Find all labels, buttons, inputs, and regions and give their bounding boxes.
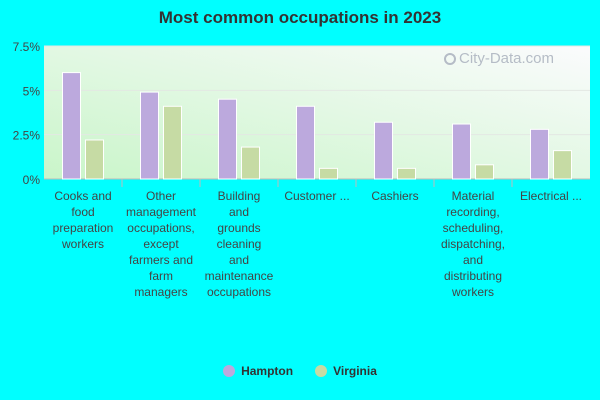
bar-hampton	[530, 128, 549, 180]
x-tick-label: workers	[451, 285, 494, 299]
legend-item-virginia: Virginia	[315, 364, 377, 378]
x-tick-label: Cooks and	[54, 189, 111, 203]
y-tick-label: 0%	[23, 173, 41, 187]
x-tick-label: recording,	[446, 205, 499, 219]
x-tick-label: and	[463, 253, 483, 267]
x-tick-label: grounds	[217, 221, 260, 235]
legend-label-hampton: Hampton	[241, 364, 294, 378]
bar-hampton	[62, 72, 81, 180]
x-tick-label: Electrical ...	[520, 189, 582, 203]
x-tick-label: occupations,	[127, 221, 194, 235]
x-tick-label: Cashiers	[371, 189, 418, 203]
x-tick-label: dispatching,	[441, 237, 505, 251]
y-tick-label: 2.5%	[13, 129, 41, 143]
bar-hampton	[452, 123, 471, 180]
x-tick-label: Customer ...	[284, 189, 349, 203]
watermark-text: City-Data.com	[459, 50, 555, 67]
bar-virginia	[553, 150, 572, 180]
y-tick-label: 5%	[23, 84, 41, 98]
x-tick-label: farm	[149, 269, 173, 283]
x-tick-label: Building	[218, 189, 261, 203]
bar-virginia	[85, 139, 104, 180]
magnifier-icon	[444, 53, 456, 65]
y-tick-label: 7.5%	[13, 40, 41, 54]
bar-virginia	[475, 164, 494, 180]
legend-item-hampton: Hampton	[223, 364, 293, 378]
x-tick-label: except	[143, 237, 179, 251]
legend-label-virginia: Virginia	[333, 364, 377, 378]
plot-area	[44, 46, 590, 179]
x-tick-label: preparation	[53, 221, 114, 235]
x-tick-label: maintenance	[205, 269, 274, 283]
x-tick-label: farmers and	[129, 253, 193, 267]
x-tick-label: and	[229, 205, 249, 219]
bar-virginia	[163, 105, 182, 180]
x-tick-label: occupations	[207, 285, 271, 299]
chart-title: Most common occupations in 2023	[158, 8, 442, 27]
watermark: City-Data.com	[444, 50, 554, 67]
x-tick-label: management	[126, 205, 197, 219]
bar-hampton	[296, 105, 315, 180]
x-tick-label: cleaning	[217, 237, 262, 251]
bar-virginia	[241, 146, 260, 180]
x-tick-label: Material	[452, 189, 495, 203]
legend: Hampton Virginia	[0, 364, 600, 378]
bar-virginia	[319, 167, 338, 180]
bar-hampton	[218, 98, 237, 180]
x-tick-label: food	[71, 205, 94, 219]
bar-hampton	[374, 121, 393, 180]
x-tick-label: and	[229, 253, 249, 267]
bar-hampton	[140, 91, 159, 180]
bar-virginia	[397, 167, 416, 180]
legend-swatch-virginia	[315, 365, 328, 377]
x-tick-label: scheduling,	[443, 221, 504, 235]
x-tick-label: distributing	[444, 269, 502, 283]
x-tick-label: Other	[146, 189, 176, 203]
x-tick-label: managers	[134, 285, 187, 299]
x-tick-label: workers	[61, 237, 104, 251]
legend-swatch-hampton	[223, 365, 236, 377]
